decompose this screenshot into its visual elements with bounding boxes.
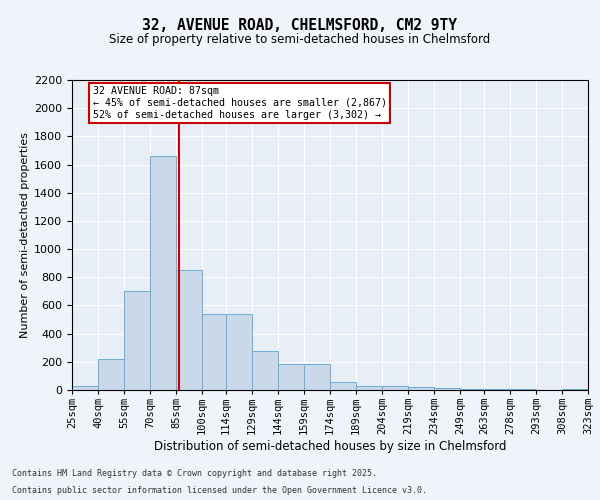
Bar bbox=[98, 359, 124, 390]
Bar bbox=[278, 364, 304, 390]
Bar bbox=[356, 386, 382, 390]
Bar bbox=[226, 314, 252, 390]
Text: Contains public sector information licensed under the Open Government Licence v3: Contains public sector information licen… bbox=[12, 486, 427, 495]
Bar bbox=[176, 270, 202, 390]
Text: Contains HM Land Registry data © Crown copyright and database right 2025.: Contains HM Land Registry data © Crown c… bbox=[12, 468, 377, 477]
Bar bbox=[382, 386, 408, 390]
Bar bbox=[124, 292, 150, 390]
Text: 32, AVENUE ROAD, CHELMSFORD, CM2 9TY: 32, AVENUE ROAD, CHELMSFORD, CM2 9TY bbox=[143, 18, 458, 32]
Bar bbox=[330, 382, 356, 390]
Y-axis label: Number of semi-detached properties: Number of semi-detached properties bbox=[20, 132, 30, 338]
Bar bbox=[460, 388, 484, 390]
Bar bbox=[484, 389, 510, 390]
Bar bbox=[202, 314, 226, 390]
Bar bbox=[408, 387, 434, 390]
Bar bbox=[72, 386, 98, 390]
Text: 32 AVENUE ROAD: 87sqm
← 45% of semi-detached houses are smaller (2,867)
52% of s: 32 AVENUE ROAD: 87sqm ← 45% of semi-deta… bbox=[93, 86, 387, 120]
Bar bbox=[150, 156, 176, 390]
X-axis label: Distribution of semi-detached houses by size in Chelmsford: Distribution of semi-detached houses by … bbox=[154, 440, 506, 453]
Bar bbox=[434, 388, 460, 390]
Bar bbox=[304, 364, 330, 390]
Text: Size of property relative to semi-detached houses in Chelmsford: Size of property relative to semi-detach… bbox=[109, 32, 491, 46]
Bar bbox=[252, 350, 278, 390]
